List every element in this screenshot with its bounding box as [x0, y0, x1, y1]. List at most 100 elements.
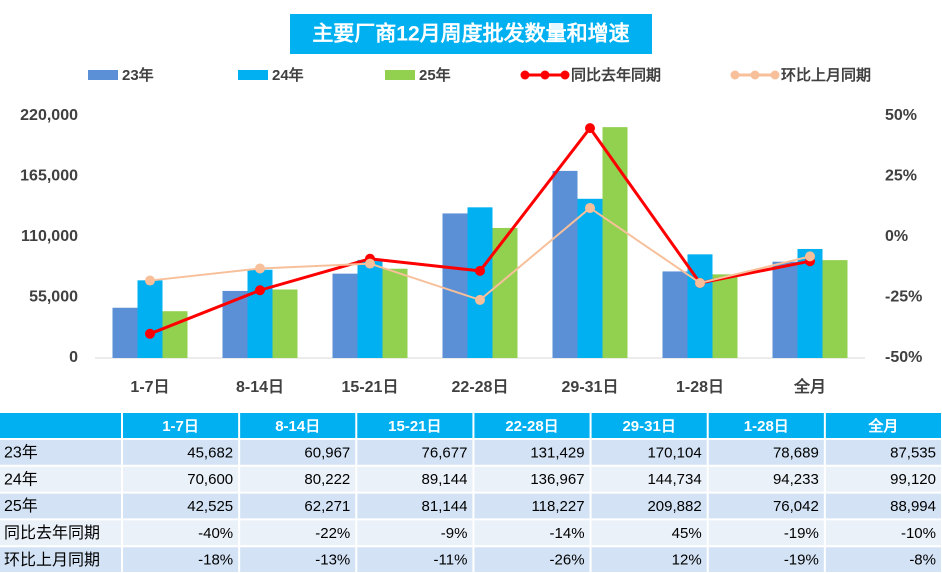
- x-tick-label: 1-7日: [130, 378, 169, 396]
- legend-marker: [540, 70, 550, 80]
- bar: [247, 269, 273, 358]
- table-header: 29-31日: [622, 418, 675, 435]
- table-cell: 45%: [672, 525, 702, 542]
- y-tick-label: 55,000: [29, 289, 78, 306]
- x-tick-label: 全月: [793, 377, 826, 396]
- legend-label: 同比去年同期: [571, 66, 661, 84]
- bar: [332, 273, 358, 358]
- x-tick-label: 8-14日: [236, 378, 284, 396]
- legend-marker: [770, 70, 780, 80]
- table-row-header: 25年: [4, 497, 38, 515]
- table-cell: 62,271: [304, 498, 350, 515]
- y2-tick-label: 25%: [885, 168, 917, 185]
- table-cell: -10%: [901, 525, 936, 542]
- legend-marker: [560, 70, 570, 80]
- table-cell: -19%: [784, 525, 819, 542]
- bar: [162, 311, 188, 358]
- table-row-header: 23年: [4, 444, 38, 462]
- table-row-bg: [0, 465, 942, 493]
- table-cell: -26%: [550, 552, 585, 569]
- legend-marker: [520, 70, 530, 80]
- line-marker: [695, 277, 705, 288]
- table-cell: 76,042: [773, 498, 819, 515]
- line-marker: [365, 258, 375, 269]
- bar: [662, 271, 688, 358]
- table-cell: 80,222: [304, 471, 350, 488]
- legend-marker: [750, 70, 760, 80]
- legend-swatch: [385, 70, 415, 80]
- table-cell: -11%: [434, 552, 468, 569]
- table-cell: 94,233: [773, 471, 819, 488]
- bar: [382, 268, 408, 358]
- legend-label: 25年: [419, 66, 451, 84]
- legend-swatch: [238, 70, 268, 80]
- bar: [442, 213, 468, 358]
- table-cell: -40%: [198, 525, 233, 542]
- bar: [467, 207, 493, 358]
- table-cell: 42,525: [187, 498, 233, 515]
- table-cell: 209,882: [647, 498, 701, 515]
- table-cell: 118,227: [531, 498, 584, 515]
- y-tick-label: 0: [69, 349, 78, 366]
- table-cell: 70,600: [187, 471, 233, 488]
- table-cell: 76,677: [422, 444, 468, 461]
- bar: [577, 198, 603, 358]
- table-header: 全月: [867, 417, 898, 435]
- y2-tick-label: 0%: [885, 228, 908, 245]
- table-row-header: 同比去年同期: [4, 524, 100, 542]
- y-tick-label: 110,000: [21, 228, 78, 245]
- table-row-bg: [0, 546, 942, 573]
- line-marker: [145, 275, 155, 286]
- bar: [772, 261, 798, 358]
- table-cell: 89,144: [422, 471, 468, 488]
- x-tick-label: 22-28日: [452, 378, 509, 396]
- table-header: 22-28日: [505, 418, 558, 435]
- table-cell: 78,689: [773, 444, 819, 461]
- line-marker: [475, 265, 485, 276]
- bar: [112, 307, 138, 358]
- line-marker: [585, 123, 595, 134]
- table-row-header: 24年: [4, 470, 38, 488]
- table-cell: 45,682: [187, 444, 233, 461]
- bar: [797, 248, 823, 358]
- line-marker: [255, 285, 265, 296]
- table-cell: 144,734: [647, 471, 701, 488]
- table-cell: -14%: [550, 525, 585, 542]
- legend-label: 24年: [272, 66, 304, 84]
- table-cell: 136,967: [530, 471, 584, 488]
- line-marker: [145, 328, 155, 339]
- table-row-bg: [0, 519, 942, 547]
- bar: [137, 280, 163, 358]
- table-header: 15-21日: [388, 418, 441, 435]
- table-cell: -18%: [198, 552, 233, 569]
- line-marker: [255, 263, 265, 274]
- line-marker: [805, 251, 815, 262]
- x-tick-label: 15-21日: [342, 378, 399, 396]
- table-cell: 87,535: [890, 444, 936, 461]
- x-tick-label: 1-28日: [676, 378, 724, 396]
- table-header: 8-14日: [275, 418, 320, 435]
- x-tick-label: 29-31日: [562, 378, 619, 396]
- line-marker: [475, 294, 485, 305]
- table-cell: 131,429: [530, 444, 584, 461]
- bar: [272, 289, 298, 358]
- y2-tick-label: 50%: [885, 107, 917, 124]
- table-header-bg: [0, 413, 942, 439]
- table-header: 1-7日: [162, 418, 199, 435]
- bar: [712, 274, 738, 358]
- y-tick-label: 165,000: [20, 168, 78, 185]
- legend-swatch: [88, 70, 118, 80]
- table-cell: -13%: [315, 552, 350, 569]
- table-cell: 170,104: [647, 444, 701, 461]
- table-cell: 60,967: [304, 444, 350, 461]
- table-cell: 12%: [672, 552, 702, 569]
- table-row-bg: [0, 439, 942, 466]
- bar: [822, 260, 848, 358]
- line-marker: [585, 202, 595, 213]
- table-cell: 99,120: [890, 471, 936, 488]
- legend-label: 23年: [122, 66, 154, 84]
- table-cell: 88,994: [890, 498, 936, 515]
- bar: [552, 170, 578, 358]
- table-row-bg: [0, 492, 942, 520]
